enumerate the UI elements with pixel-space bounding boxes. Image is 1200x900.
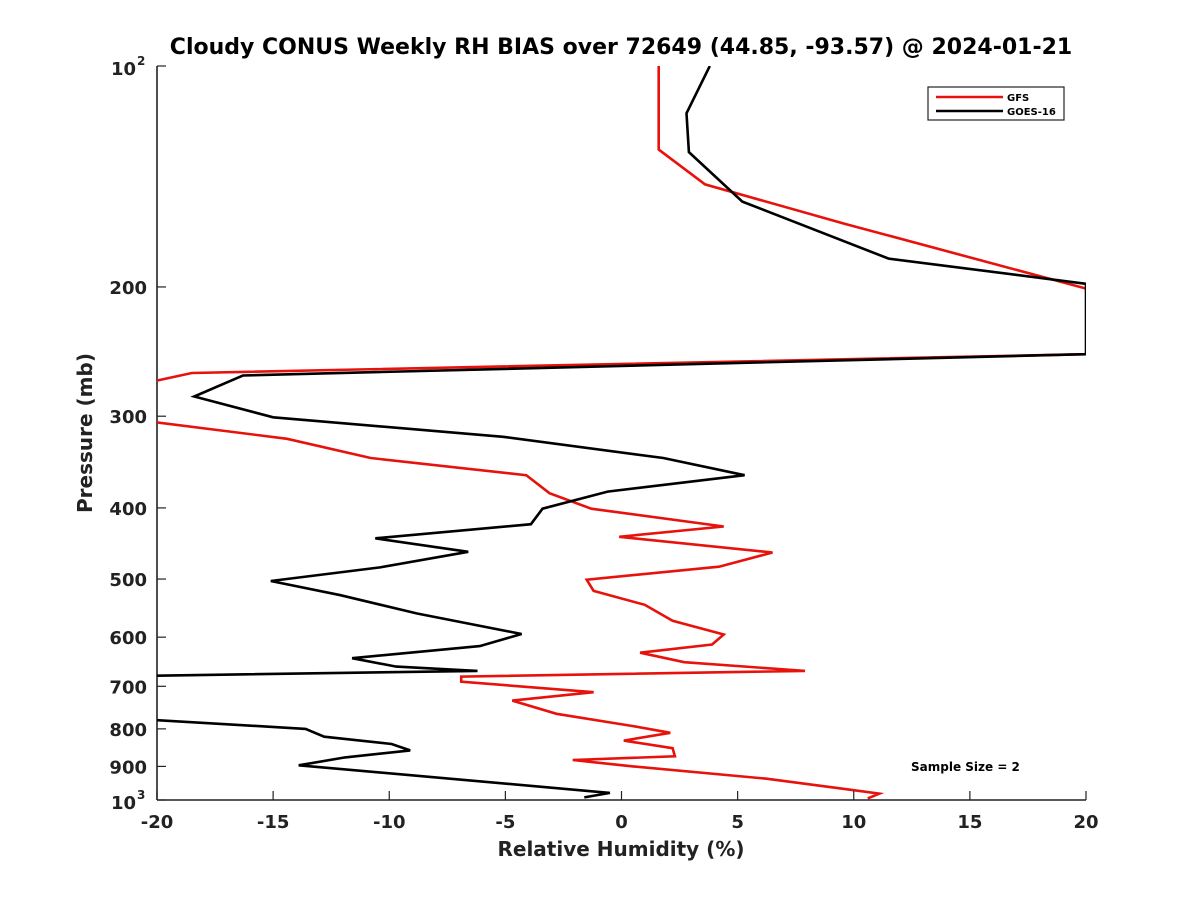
series-line-gfs xyxy=(157,66,1086,800)
y-tick-label: 300 xyxy=(109,407,147,428)
chart-title: Cloudy CONUS Weekly RH BIAS over 72649 (… xyxy=(170,35,1072,60)
x-tick-label: 0 xyxy=(615,812,628,833)
x-tick-label: -20 xyxy=(141,812,174,833)
legend-box xyxy=(927,86,1065,121)
x-tick-label: 15 xyxy=(957,812,982,833)
y-tick-label: 800 xyxy=(109,720,147,741)
y-tick-label: 700 xyxy=(109,677,147,698)
x-axis-label: Relative Humidity (%) xyxy=(497,837,744,861)
series-layer xyxy=(157,66,1086,800)
x-tick-label: 10 xyxy=(841,812,866,833)
x-tick-label: 20 xyxy=(1073,812,1098,833)
sample-size-annotation: Sample Size = 2 xyxy=(911,760,1020,774)
x-tick-label: -15 xyxy=(257,812,290,833)
y-tick-label: 600 xyxy=(109,628,147,649)
y-tick-label: 900 xyxy=(109,757,147,778)
legend: GFS GOES-16 xyxy=(927,86,1065,121)
y-tick-label-base: 10 xyxy=(111,59,136,80)
y-tick-label-exponent: 3 xyxy=(137,788,145,802)
series-line-goes-16 xyxy=(157,66,1086,799)
x-axis-ticks: -20 -15 -10 -5 0 5 10 15 20 xyxy=(141,791,1099,833)
y-axis-label: Pressure (mb) xyxy=(73,353,97,513)
y-tick-label-exponent: 2 xyxy=(137,54,145,68)
x-tick-label: -5 xyxy=(495,812,515,833)
x-tick-label: -10 xyxy=(373,812,406,833)
plot-area: -20 -15 -10 -5 0 5 10 15 20 10 220030040050060070… xyxy=(109,54,1098,833)
x-tick-label: 5 xyxy=(731,812,744,833)
y-tick-label-base: 10 xyxy=(111,793,136,814)
legend-label-goes-16: GOES-16 xyxy=(1007,107,1056,118)
legend-label-gfs: GFS xyxy=(1007,93,1029,104)
y-tick-label: 500 xyxy=(109,570,147,591)
y-tick-label: 400 xyxy=(109,499,147,520)
y-tick-label: 200 xyxy=(109,278,147,299)
